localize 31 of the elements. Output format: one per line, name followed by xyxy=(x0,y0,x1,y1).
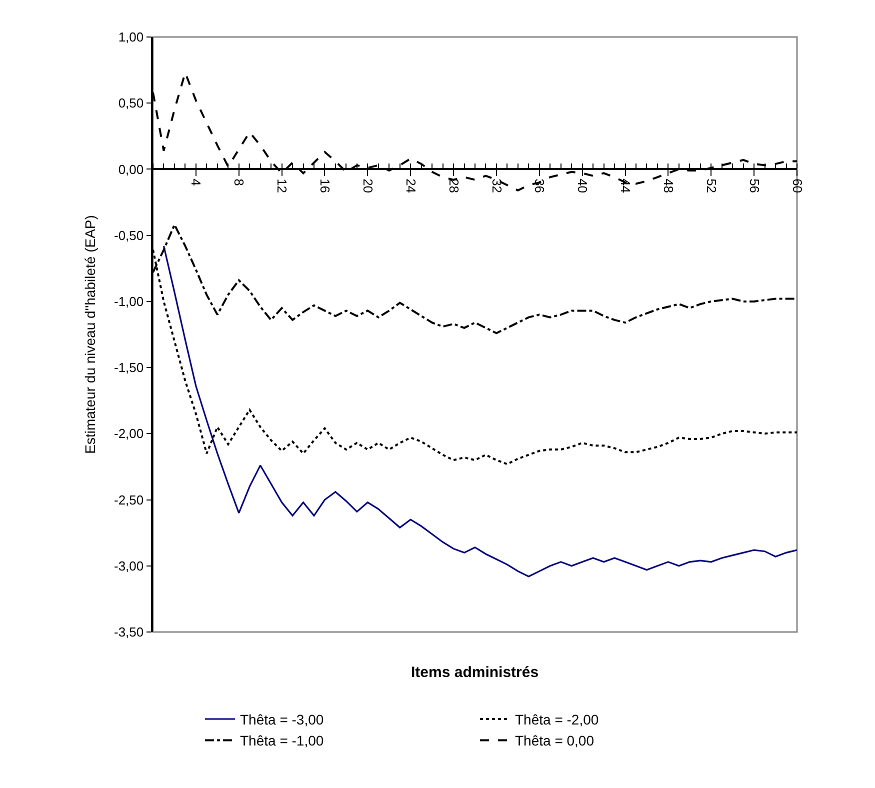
y-tick-label: 0,50 xyxy=(118,96,144,111)
y-tick-label: 0,00 xyxy=(118,162,144,177)
y-tick-label: -2,50 xyxy=(114,492,144,508)
x-tick-label: 60 xyxy=(790,178,805,194)
x-tick-label: 52 xyxy=(704,178,719,194)
y-tick-label: 1,00 xyxy=(118,30,144,45)
x-tick-label: 28 xyxy=(446,178,462,194)
y-tick-label: -3,50 xyxy=(114,624,144,640)
x-tick-label: 20 xyxy=(360,178,376,194)
x-tick-label: 16 xyxy=(318,178,333,194)
x-tick-label: 4 xyxy=(188,178,204,186)
legend-label: Thêta = 0,00 xyxy=(515,732,594,749)
x-tick-label: 12 xyxy=(274,178,290,194)
x-tick-label: 44 xyxy=(618,178,634,194)
x-tick-label: 40 xyxy=(575,178,590,194)
y-axis-title: Estimateur du niveau d''habileté (EAP) xyxy=(82,215,98,454)
x-tick-label: 48 xyxy=(660,178,676,194)
y-tick-label: -1,00 xyxy=(114,294,144,309)
legend-label: Thêta = -1,00 xyxy=(240,732,324,749)
y-tick-label: -2,00 xyxy=(114,426,144,442)
x-tick-label: 56 xyxy=(746,178,762,194)
y-tick-label: -3,00 xyxy=(114,558,144,574)
legend-label: Thêta = -2,00 xyxy=(515,711,599,728)
x-axis-title: Items administrés xyxy=(411,664,539,681)
x-tick-label: 32 xyxy=(489,178,504,194)
x-tick-label: 24 xyxy=(403,178,418,194)
line-series xyxy=(162,245,797,578)
y-tick-label: -1,50 xyxy=(114,360,144,376)
legend-label: Thêta = -3,00 xyxy=(240,711,324,728)
y-tick-label: -0,50 xyxy=(114,228,144,243)
x-tick-label: 8 xyxy=(232,178,247,186)
